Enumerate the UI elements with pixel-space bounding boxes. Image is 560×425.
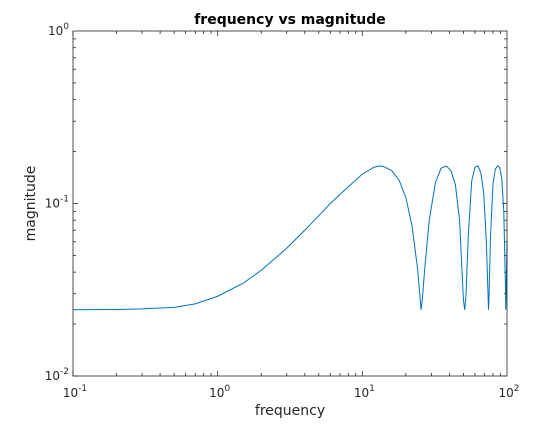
y-tick-label: 10-2	[45, 367, 69, 383]
ticks	[72, 31, 507, 377]
x-tick-label: 102	[498, 384, 519, 400]
x-tick-label: 100	[209, 384, 230, 400]
y-tick-label: 100	[48, 22, 69, 38]
y-tick-label: 10-1	[45, 195, 69, 211]
x-axis-label: frequency	[255, 403, 325, 419]
y-axis-label: magnitude	[23, 166, 39, 242]
series-line	[72, 165, 508, 311]
plot-background	[73, 31, 507, 376]
x-tick-label: 10-1	[63, 384, 87, 400]
x-tick-label: 101	[354, 384, 375, 400]
chart-title: frequency vs magnitude	[194, 12, 386, 28]
plot-frame	[72, 30, 508, 377]
